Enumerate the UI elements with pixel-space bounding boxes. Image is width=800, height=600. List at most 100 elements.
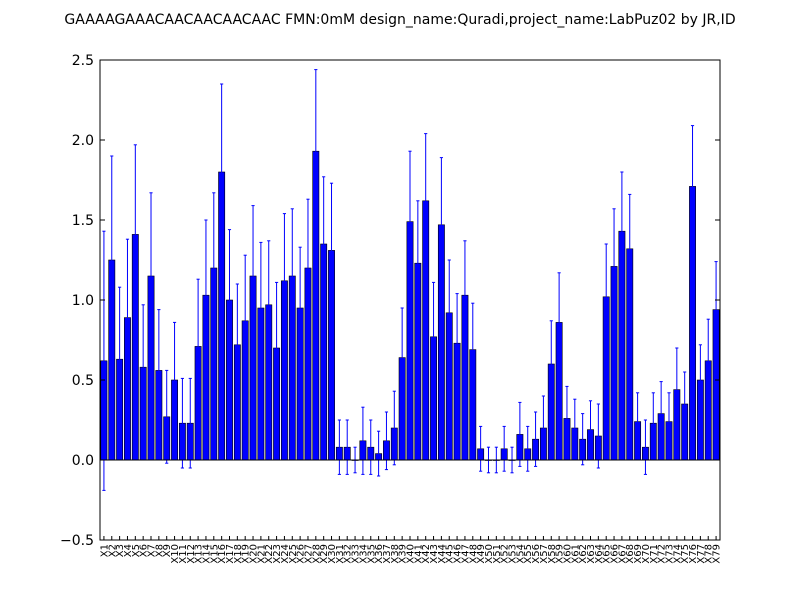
error-bar-X3	[118, 286, 122, 432]
error-bar-X7	[149, 192, 153, 360]
x-tick-label-X76: X76	[688, 544, 699, 564]
error-bar-X69	[636, 392, 640, 451]
x-tick-label-X72: X72	[657, 544, 668, 564]
error-bar-X55	[526, 425, 530, 472]
x-tick-label-X63: X63	[586, 544, 597, 564]
error-bar-X32	[345, 419, 349, 475]
x-tick-label-X62: X62	[578, 544, 589, 564]
error-bar-X79	[714, 261, 718, 359]
x-tick-label-X18: X18	[233, 544, 244, 564]
error-bar-X71	[651, 392, 655, 455]
error-bar-X52	[502, 425, 506, 472]
error-bar-X75	[683, 371, 687, 437]
x-tick-label-X13: X13	[194, 544, 205, 564]
error-bar-X47	[463, 240, 467, 351]
error-bar-X31	[337, 419, 341, 475]
x-tick-label-X37: X37	[382, 544, 393, 564]
x-tick-label-X5: X5	[131, 544, 142, 557]
error-bar-X42	[424, 133, 428, 269]
error-bar-X28	[314, 69, 318, 234]
error-bar-X2	[110, 155, 114, 365]
error-bar-X49	[479, 425, 483, 472]
y-tick-label: 2.5	[72, 53, 94, 69]
x-tick-label-X49: X49	[476, 544, 487, 564]
x-tick-label-X77: X77	[696, 544, 707, 564]
error-bar-X64	[596, 403, 600, 469]
error-bar-X61	[573, 398, 577, 458]
x-tick-label-X48: X48	[468, 544, 479, 564]
error-bar-X34	[361, 406, 365, 475]
x-tick-label-X40: X40	[406, 544, 417, 564]
error-bar-X67	[620, 171, 624, 291]
x-tick-label-X50: X50	[484, 544, 495, 564]
x-tick-label-X52: X52	[500, 544, 511, 564]
error-bar-X6	[141, 304, 145, 431]
x-tick-label-X67: X67	[617, 544, 628, 564]
x-tick-label-X70: X70	[641, 544, 652, 564]
x-tick-label-X22: X22	[264, 544, 275, 564]
x-tick-label-X32: X32	[343, 544, 354, 564]
x-tick-label-X31: X31	[335, 544, 346, 564]
error-bar-X65	[604, 243, 608, 351]
x-tick-label-X25: X25	[288, 544, 299, 564]
x-tick-label-X10: X10	[170, 544, 181, 564]
x-axis: X1X2X3X4X5X6X7X8X9X10X11X12X13X14X15X16X…	[99, 536, 723, 564]
x-tick-label-X60: X60	[562, 544, 573, 564]
error-bar-X1	[102, 230, 106, 491]
y-tick-label: −0.5	[60, 533, 94, 549]
x-tick-label-X20: X20	[249, 544, 260, 564]
error-bar-X43	[431, 281, 436, 392]
x-tick-label-X12: X12	[186, 544, 197, 564]
y-tick-label: 0.5	[72, 373, 94, 389]
error-bar-X24	[282, 213, 286, 349]
x-tick-label-X6: X6	[139, 544, 150, 557]
x-tick-label-X7: X7	[147, 544, 158, 557]
error-bar-X36	[377, 430, 381, 477]
error-bar-X62	[581, 413, 585, 466]
error-bar-X39	[400, 307, 404, 408]
x-tick-label-X9: X9	[162, 544, 173, 557]
x-tick-label-X16: X16	[217, 544, 228, 564]
x-tick-label-X23: X23	[272, 544, 283, 564]
x-tick-label-X73: X73	[664, 544, 675, 564]
x-tick-label-X61: X61	[570, 544, 581, 564]
error-bar-X30	[329, 182, 334, 319]
error-bar-X16	[220, 83, 224, 261]
y-tick-label: 2.0	[72, 133, 94, 149]
error-bar-X68	[628, 193, 632, 304]
x-tick-label-X24: X24	[280, 544, 291, 564]
x-tick-label-X4: X4	[123, 544, 134, 557]
x-tick-label-X59: X59	[555, 544, 566, 564]
error-bar-X15	[212, 192, 216, 344]
error-bar-X11	[180, 377, 184, 469]
x-tick-label-X29: X29	[319, 544, 330, 564]
x-tick-label-X53: X53	[508, 544, 519, 564]
x-tick-label-X43: X43	[429, 544, 440, 564]
x-tick-label-X51: X51	[492, 544, 503, 564]
error-bar-X41	[416, 200, 420, 327]
x-tick-label-X39: X39	[398, 544, 409, 564]
y-tick-label: 1.0	[72, 293, 94, 309]
x-tick-label-X75: X75	[680, 544, 691, 564]
x-tick-label-X69: X69	[633, 544, 644, 564]
x-tick-label-X19: X19	[241, 544, 252, 564]
x-tick-label-X46: X46	[453, 544, 464, 564]
error-bar-X25	[290, 208, 294, 344]
error-bar-X27	[306, 198, 310, 338]
error-bar-X76	[690, 125, 695, 248]
error-bar-X46	[455, 293, 459, 394]
error-bar-X58	[549, 320, 553, 408]
error-bar-X56	[534, 411, 538, 467]
x-tick-label-X21: X21	[256, 544, 267, 564]
error-bar-X40	[408, 150, 412, 293]
error-bar-X23	[275, 281, 279, 415]
x-tick-label-X17: X17	[225, 544, 236, 564]
error-bar-X13	[196, 278, 200, 415]
error-bar-X22	[267, 240, 271, 370]
x-tick-label-X65: X65	[602, 544, 613, 564]
error-bar-X29	[322, 176, 326, 312]
x-tick-label-X14: X14	[201, 544, 212, 564]
error-bar-X74	[675, 347, 679, 432]
error-bar-X14	[204, 219, 208, 371]
